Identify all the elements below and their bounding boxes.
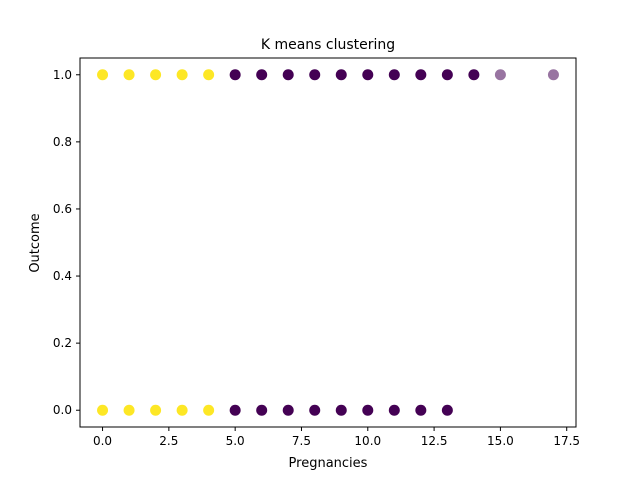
y-tick-label: 0.8 (53, 135, 72, 149)
x-tick-label: 5.0 (226, 434, 245, 448)
cluster-1-point (176, 69, 188, 81)
cluster-0-point (282, 69, 294, 81)
cluster-0-point (282, 404, 294, 416)
y-axis-ticks: 0.0 0.2 0.4 0.6 0.8 1.0 (53, 68, 80, 417)
x-tick-label: 17.5 (553, 434, 580, 448)
cluster-0-point (229, 69, 241, 81)
y-tick-label: 0.2 (53, 336, 72, 350)
x-axis-ticks: 0.0 2.5 5.0 7.5 10.0 12.5 15.0 17.5 (93, 427, 580, 448)
y-tick-label: 0.6 (53, 202, 72, 216)
cluster-0-point (335, 404, 347, 416)
cluster-1-point (150, 404, 162, 416)
cluster-0-point (494, 69, 506, 81)
cluster-1-point (203, 69, 215, 81)
y-tick-label: 0.4 (53, 269, 72, 283)
cluster-0-point (309, 404, 321, 416)
cluster-0-point (256, 69, 268, 81)
cluster-1-point (97, 69, 109, 81)
cluster-0-point (362, 404, 374, 416)
x-tick-label: 12.5 (421, 434, 448, 448)
cluster-1-point (176, 404, 188, 416)
cluster-0-point (441, 69, 453, 81)
y-axis-label: Outcome (28, 213, 43, 272)
cluster-0-point (388, 404, 400, 416)
y-tick-label: 0.0 (53, 403, 72, 417)
cluster-1-point (203, 404, 215, 416)
cluster-0-point (362, 69, 374, 81)
cluster-0-point (309, 69, 321, 81)
x-tick-label: 15.0 (487, 434, 514, 448)
cluster-1-point (150, 69, 162, 81)
x-axis-label: Pregnancies (289, 456, 368, 471)
cluster-0-point (547, 69, 559, 81)
cluster-0-point (468, 69, 480, 81)
plot-area-frame (79, 57, 577, 428)
cluster-1-point (97, 404, 109, 416)
x-tick-label: 0.0 (93, 434, 112, 448)
cluster-0-point (229, 404, 241, 416)
cluster-0-point (415, 69, 427, 81)
cluster-0-point (441, 404, 453, 416)
cluster-1-point (123, 69, 135, 81)
data-points (97, 69, 559, 416)
x-tick-label: 2.5 (159, 434, 178, 448)
cluster-1-point (123, 404, 135, 416)
cluster-0-point (388, 69, 400, 81)
cluster-0-point (415, 404, 427, 416)
x-tick-label: 7.5 (292, 434, 311, 448)
cluster-0-point (335, 69, 347, 81)
chart-title: K means clustering (261, 37, 395, 53)
y-tick-label: 1.0 (53, 68, 72, 82)
cluster-0-point (256, 404, 268, 416)
x-tick-label: 10.0 (354, 434, 381, 448)
